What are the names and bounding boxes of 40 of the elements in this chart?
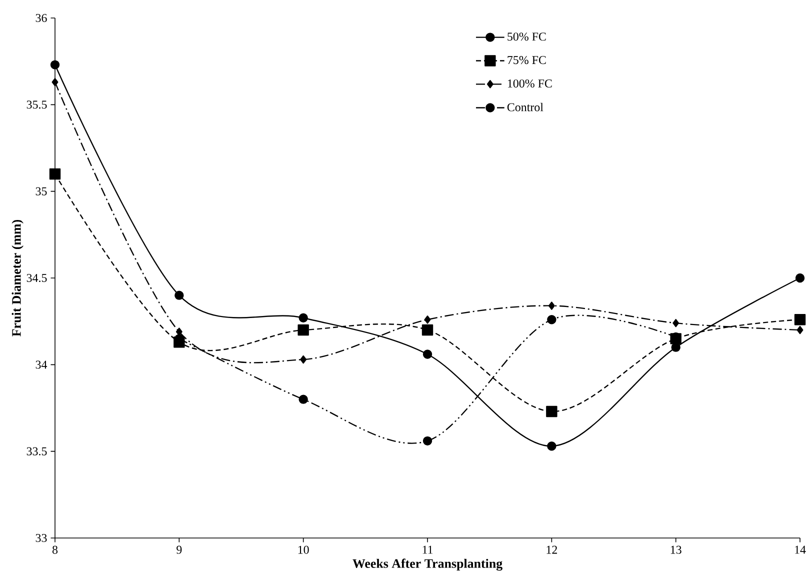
point [795,273,805,283]
y-tick-label: 35 [36,187,47,196]
x-tick-label: 11 [422,546,433,554]
y-tick-label: 36 [36,14,47,22]
point [300,355,307,364]
x-axis-title: Weeks After Transplanting [352,558,502,571]
legend-label: Control [507,102,544,112]
y-tick-label: 33 [36,534,47,542]
x-tick-label: 9 [176,546,182,554]
point [298,313,308,322]
x-tick-label: 12 [546,546,557,554]
y-axis-title: Fruit Diameter (mm) [12,220,24,336]
point [546,406,558,418]
x-tick-label: 13 [670,546,682,554]
point [547,315,556,324]
y-tick-label: 34 [36,360,48,369]
point [547,442,556,451]
legend-label: 50% FC [508,32,546,41]
y-tick-label: 33.5 [26,447,47,456]
point [298,394,308,404]
point [796,326,804,334]
legend-label: 100% FC [508,79,552,88]
point [422,350,432,359]
point [52,78,58,86]
point [49,168,61,180]
y-tick-label: 35.5 [26,100,47,109]
point [298,324,309,336]
y-tick-label: 34.5 [26,274,47,282]
point [794,314,806,326]
point [174,290,184,300]
point [422,436,432,446]
x-tick-label: 8 [52,546,58,554]
point [422,324,434,336]
x-tick-label: 10 [298,546,309,554]
point [424,316,431,324]
point [50,60,60,70]
x-tick-label: 14 [795,546,806,554]
legend-label: 75% FC [508,56,546,64]
point [672,318,680,328]
point [548,302,555,310]
